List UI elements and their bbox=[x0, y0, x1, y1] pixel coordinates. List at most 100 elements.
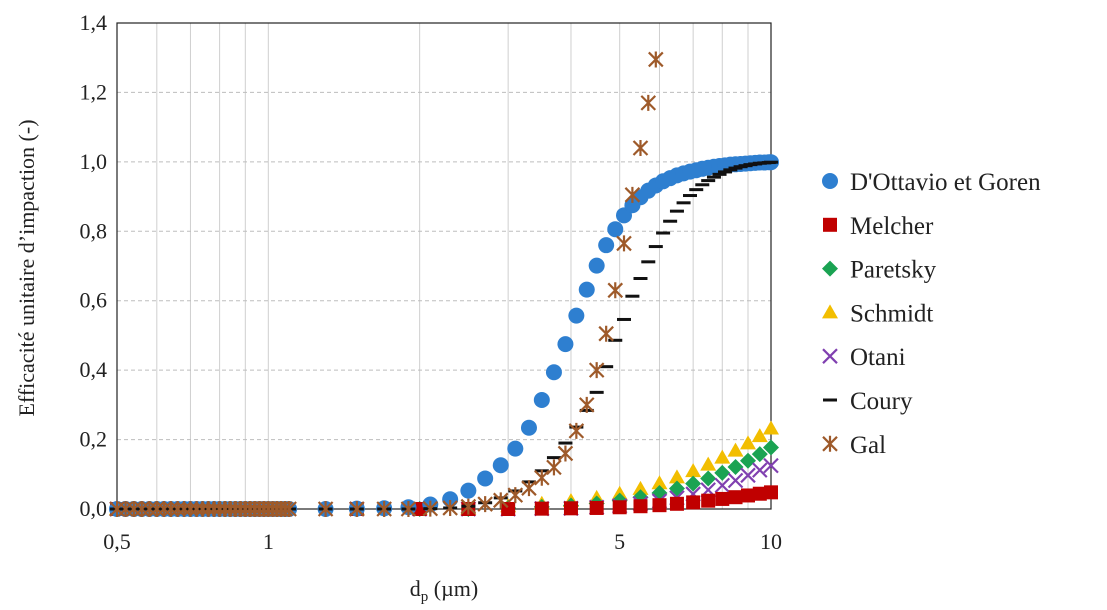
data-point-shape bbox=[752, 462, 768, 478]
data-point bbox=[727, 472, 744, 489]
data-point bbox=[141, 501, 158, 517]
data-point bbox=[588, 257, 605, 274]
data-point-shape bbox=[460, 482, 477, 499]
data-point-shape bbox=[588, 362, 605, 379]
data-point-shape bbox=[492, 457, 509, 474]
data-point-shape bbox=[534, 501, 549, 516]
data-point-shape bbox=[652, 498, 667, 513]
data-point-shape bbox=[545, 364, 562, 381]
data-point bbox=[400, 501, 417, 517]
data-point bbox=[578, 281, 595, 298]
data-point bbox=[714, 464, 731, 481]
data-point-shape bbox=[534, 469, 550, 486]
data-point bbox=[701, 493, 716, 508]
data-point-shape bbox=[349, 501, 365, 517]
data-point-shape bbox=[739, 452, 756, 469]
data-point-shape bbox=[823, 217, 837, 232]
data-point bbox=[588, 362, 605, 379]
data-point-shape bbox=[763, 420, 779, 435]
data-point bbox=[640, 94, 657, 111]
data-point bbox=[598, 325, 614, 342]
data-point-shape bbox=[598, 325, 614, 342]
x-tick-label: 10 bbox=[760, 529, 782, 554]
data-point-shape bbox=[640, 94, 657, 111]
data-point bbox=[607, 282, 624, 299]
y-tick-label: 0,6 bbox=[80, 288, 108, 313]
data-point-shape bbox=[739, 435, 756, 450]
legend-marker bbox=[823, 217, 837, 232]
data-point-shape bbox=[685, 475, 702, 492]
legend-label: D'Ottavio et Goren bbox=[850, 169, 1041, 196]
data-point-shape bbox=[822, 260, 838, 277]
data-point bbox=[133, 501, 150, 517]
data-point bbox=[349, 501, 365, 517]
tick-labels: 0,0 0,2 0,4 0,6 0,8 1,0 1,2 1,4 0,5 1 5 10 bbox=[80, 10, 783, 554]
data-point bbox=[563, 501, 578, 516]
data-point bbox=[648, 51, 664, 68]
data-point-shape bbox=[400, 501, 417, 517]
legend-item: Paretsky bbox=[822, 257, 937, 284]
data-point bbox=[700, 470, 717, 487]
data-point bbox=[727, 442, 744, 457]
legend-marker bbox=[822, 260, 838, 277]
data-point-shape bbox=[648, 51, 664, 68]
data-point-shape bbox=[727, 442, 744, 457]
data-point-shape bbox=[686, 495, 701, 510]
data-point-shape bbox=[822, 304, 838, 319]
data-point-shape bbox=[492, 492, 509, 509]
data-point bbox=[632, 139, 649, 156]
data-point-shape bbox=[715, 491, 730, 506]
y-tick-label: 0,0 bbox=[80, 496, 108, 521]
data-point bbox=[751, 428, 768, 443]
data-point bbox=[376, 501, 392, 517]
data-point-shape bbox=[763, 457, 779, 474]
data-point-shape bbox=[822, 173, 838, 189]
data-point bbox=[156, 501, 172, 517]
data-point-shape bbox=[740, 488, 755, 503]
legend-label: Schmidt bbox=[850, 300, 933, 327]
data-point-shape bbox=[700, 470, 717, 487]
data-point bbox=[685, 475, 702, 492]
y-tick-label: 0,4 bbox=[80, 357, 108, 382]
legend-label: Paretsky bbox=[850, 257, 937, 284]
data-point bbox=[317, 501, 334, 517]
data-point bbox=[477, 496, 493, 513]
data-point bbox=[492, 492, 509, 509]
legend-item: Melcher bbox=[823, 213, 934, 240]
data-point bbox=[149, 501, 165, 517]
data-point-shape bbox=[477, 496, 493, 513]
legend-marker bbox=[822, 435, 838, 452]
data-point bbox=[507, 440, 524, 457]
x-axis-label-sub: p bbox=[421, 589, 429, 605]
legend-label: Coury bbox=[850, 388, 913, 415]
data-point-shape bbox=[568, 307, 585, 324]
data-point-shape bbox=[568, 422, 585, 439]
grid bbox=[117, 23, 771, 509]
data-point-shape bbox=[714, 477, 731, 494]
legend-label: Gal bbox=[850, 432, 886, 459]
data-point bbox=[752, 462, 768, 478]
data-point bbox=[533, 391, 550, 408]
data-point-shape bbox=[281, 501, 297, 517]
data-point-shape bbox=[714, 449, 731, 464]
data-point bbox=[685, 463, 702, 478]
data-point-shape bbox=[460, 498, 477, 515]
data-point-shape bbox=[477, 470, 494, 487]
data-point bbox=[460, 498, 477, 515]
data-point-shape bbox=[685, 463, 702, 478]
data-point bbox=[752, 486, 767, 501]
data-point-shape bbox=[546, 459, 562, 476]
data-point bbox=[652, 498, 667, 513]
data-point-shape bbox=[624, 186, 641, 203]
data-point-shape bbox=[727, 472, 744, 489]
data-point-shape bbox=[133, 501, 150, 517]
data-point-shape bbox=[669, 496, 684, 511]
data-point bbox=[534, 469, 550, 486]
data-point bbox=[632, 480, 649, 495]
y-axis-label: Efficacité unitaire d’impaction (-) bbox=[14, 119, 39, 416]
data-point-shape bbox=[520, 419, 537, 436]
data-point-shape bbox=[156, 501, 172, 517]
data-point bbox=[616, 235, 632, 252]
data-point bbox=[545, 364, 562, 381]
data-point bbox=[612, 500, 627, 515]
